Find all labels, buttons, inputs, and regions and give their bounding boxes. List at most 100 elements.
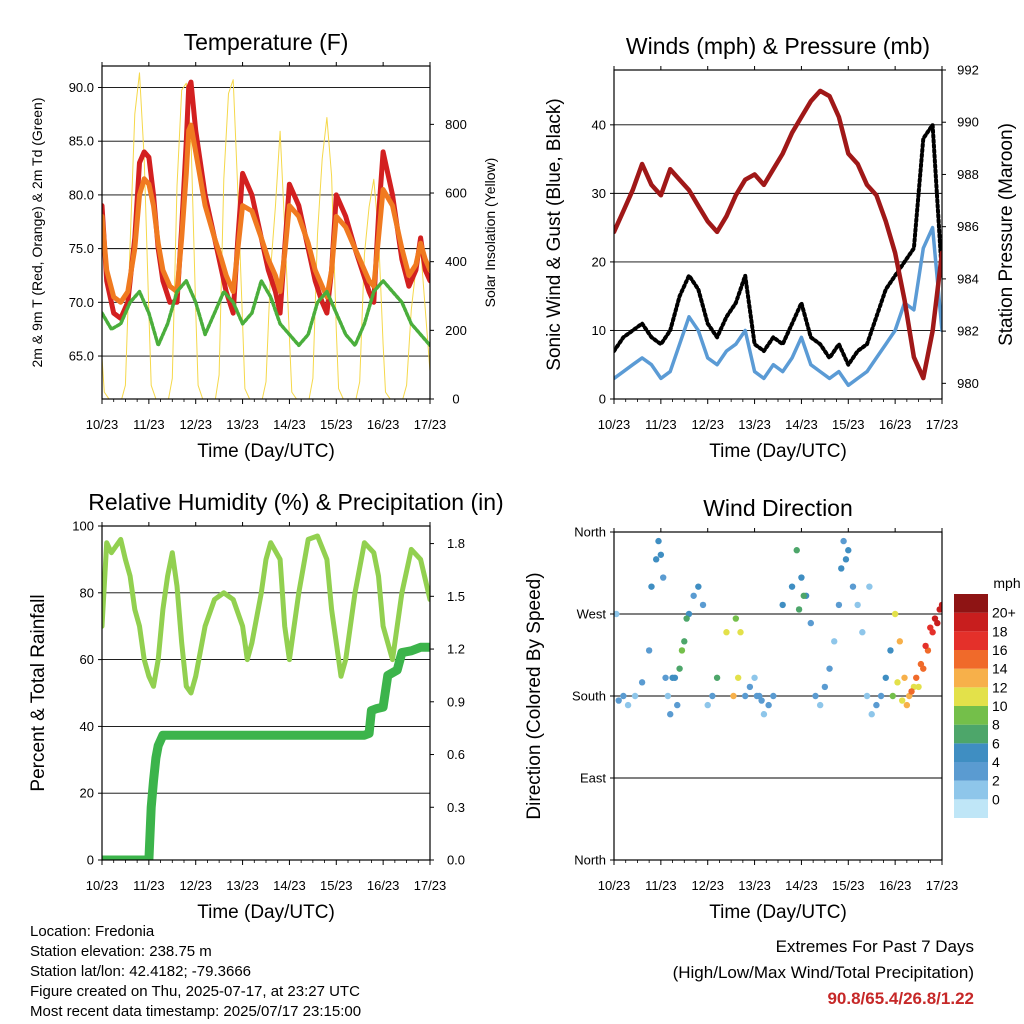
colorbar-label: 0	[992, 791, 1000, 807]
colorbar-swatch	[954, 743, 988, 762]
panel4-point	[896, 638, 904, 645]
colorbar-label: 20+	[992, 605, 1016, 621]
panel4-point	[704, 701, 711, 709]
panel2-frame	[613, 69, 943, 400]
panel4-xtick-label: 17/23	[926, 878, 959, 893]
panel1-ylabel: 2m & 9m T (Red, Orange) & 2m Td (Green)	[29, 98, 45, 368]
panel2-xtick-label: 14/23	[785, 417, 818, 432]
panel3-y2tick-label: 0.9	[447, 694, 465, 709]
panel4-point	[877, 692, 885, 700]
panel1-y2tick-label: 200	[445, 323, 467, 338]
panel4-point	[614, 610, 620, 618]
panel3-series-precip	[102, 642, 430, 860]
panel2-ytick-label: 40	[592, 117, 606, 132]
panel2-y2tick-label: 980	[957, 376, 979, 391]
panel3-y2tick-label: 0.0	[447, 853, 465, 868]
panel4-ytick-label: North	[574, 525, 606, 540]
recent-timestamp: Most recent data timestamp: 2025/07/17 2…	[30, 1003, 362, 1020]
panel2-xtick-label: 13/23	[738, 417, 771, 432]
panel1-ytick-label: 75.0	[69, 241, 94, 256]
panel4-point	[667, 711, 674, 718]
panel1-ytick-label: 90.0	[69, 80, 94, 95]
panel1-ytick-label: 65.0	[69, 349, 94, 364]
colorbar-swatch	[954, 706, 988, 725]
panel4-point	[936, 606, 942, 613]
extremes-values: 90.8/65.4/26.8/1.22	[827, 989, 974, 1008]
panel4-point	[845, 547, 852, 554]
panel2-title: Winds (mph) & Pressure (mb)	[626, 33, 930, 59]
panel2-y2tick-label: 984	[957, 271, 979, 286]
panel4-point	[889, 692, 896, 700]
colorbar-swatch	[954, 799, 988, 818]
panel3-ytick-label: 0	[87, 853, 94, 868]
colorbar-swatch	[954, 780, 988, 800]
panel4-point	[753, 692, 761, 700]
panel4-point	[695, 583, 702, 590]
panel2-ylabel: Sonic Wind & Gust (Blue, Black)	[544, 98, 565, 370]
station-location: Location: Fredonia	[30, 923, 155, 940]
panel3-frame	[101, 525, 431, 861]
colorbar-label: 12	[992, 679, 1008, 695]
panel1-ytick-label: 70.0	[69, 295, 94, 310]
panel2-ytick-label: 10	[592, 323, 606, 338]
panel4-xtick-label: 14/23	[785, 878, 818, 893]
colorbar-swatch	[954, 612, 988, 632]
panel4-point	[854, 601, 861, 609]
panel1-xtick-label: 15/23	[320, 417, 353, 432]
panel4-point	[835, 601, 843, 609]
panel4-point	[831, 638, 838, 645]
panel3-xlabel: Time (Day/UTC)	[197, 902, 335, 923]
panel4-point	[770, 692, 777, 700]
panel1-series-solar	[102, 72, 430, 399]
panel4-point	[882, 674, 889, 681]
panel3-xtick-label: 10/23	[86, 878, 119, 893]
panel4-point	[631, 692, 639, 700]
panel4-point	[795, 606, 803, 613]
panel3-ytick-label: 40	[80, 719, 94, 734]
panel1-ytick-label: 85.0	[69, 134, 94, 149]
panel2-xtick-label: 15/23	[832, 417, 865, 432]
panel3-ytick-label: 80	[80, 585, 94, 600]
panel2-y2tick-label: 986	[957, 219, 979, 234]
panel4-point	[660, 574, 667, 581]
panel1-xtick-label: 13/23	[226, 417, 259, 432]
panel4-point	[898, 697, 906, 704]
panel3-xtick-label: 12/23	[179, 878, 212, 893]
panel4-point	[648, 583, 655, 590]
panel4-point	[760, 711, 768, 718]
colorbar-swatch	[954, 724, 988, 744]
station-latlon: Station lat/lon: 42.4182; -79.3666	[30, 963, 252, 980]
panel2-xtick-label: 10/23	[598, 417, 631, 432]
panel4-point	[615, 697, 622, 704]
panel4-point	[669, 674, 676, 681]
panel4-point	[868, 711, 875, 718]
panel2-xtick-label: 11/23	[645, 417, 677, 432]
panel4-point	[638, 679, 646, 686]
panel3-xtick-label: 13/23	[226, 878, 259, 893]
panel4-point	[873, 701, 880, 709]
panel4-point	[901, 674, 908, 681]
panel4-point	[849, 583, 857, 590]
panel4-xtick-label: 16/23	[879, 878, 912, 893]
panel4-point	[859, 629, 866, 636]
panel4-point	[624, 701, 632, 709]
panel1-y2tick-label: 600	[445, 186, 467, 201]
panel4-point	[678, 647, 686, 654]
colorbar-title: mph	[993, 575, 1020, 591]
panel3-ytick-label: 20	[80, 786, 94, 801]
panel4-point	[699, 601, 707, 609]
panel4-xtick-label: 11/23	[645, 878, 677, 893]
panel4-xlabel: Time (Day/UTC)	[709, 902, 847, 923]
panel4-point	[690, 592, 697, 599]
panel1-xlabel: Time (Day/UTC)	[197, 441, 335, 462]
panel4-point	[655, 537, 662, 545]
panel4-point	[758, 697, 765, 704]
panel1-series-t9m	[102, 122, 430, 305]
station-elevation: Station elevation: 238.75 m	[30, 943, 212, 960]
panel3-xtick-label: 17/23	[414, 878, 447, 893]
panel4-point	[915, 683, 922, 691]
panel4-xtick-label: 12/23	[691, 878, 724, 893]
panel2-ylabel-right: Station Pressure (Maroon)	[996, 123, 1017, 346]
colorbar-swatch	[954, 762, 988, 781]
panel4-point	[826, 665, 833, 672]
